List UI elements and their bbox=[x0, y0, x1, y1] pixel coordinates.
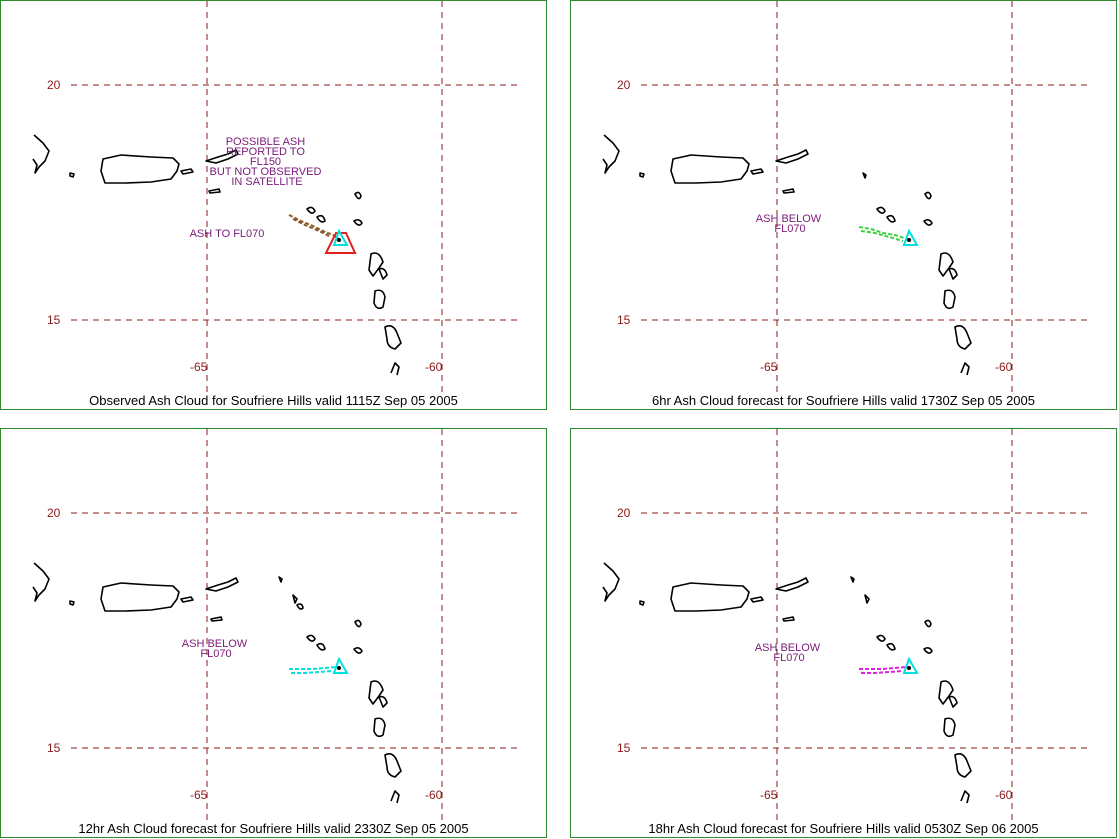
map-panel-18hr: 20 15 -65 -60 ASH B bbox=[570, 428, 1117, 838]
panel-caption: 6hr Ash Cloud forecast for Soufriere Hil… bbox=[652, 393, 1035, 408]
ash-plume bbox=[288, 214, 340, 240]
lat-label-15: 15 bbox=[47, 313, 61, 327]
lon-label-65: -65 bbox=[190, 788, 208, 802]
ash-plume-trace bbox=[859, 666, 908, 674]
lat-label-15: 15 bbox=[617, 313, 631, 327]
lon-label-65: -65 bbox=[190, 360, 208, 374]
coastlines bbox=[602, 562, 972, 804]
lat-label-20: 20 bbox=[47, 78, 61, 92]
lon-label-60: -60 bbox=[425, 788, 443, 802]
annotation-possible-ash: POSSIBLE ASH REPORTED TO FL150 BUT NOT O… bbox=[210, 136, 325, 188]
graticule bbox=[71, 429, 521, 824]
annotation-ash-below: ASH BELOW FL070 bbox=[182, 638, 250, 660]
lon-label-60: -60 bbox=[425, 360, 443, 374]
map-canvas: 20 15 -65 -60 ASH BELOW bbox=[602, 1, 1091, 396]
ash-plume-trace bbox=[858, 226, 908, 242]
map-canvas: 20 15 -65 -60 PO bbox=[32, 1, 521, 396]
graticule bbox=[641, 1, 1091, 396]
panel-caption: 12hr Ash Cloud forecast for Soufriere Hi… bbox=[78, 821, 469, 836]
map-panel-6hr: 20 15 -65 -60 ASH BELOW bbox=[570, 0, 1117, 410]
coastlines bbox=[32, 562, 402, 804]
lon-label-60: -60 bbox=[995, 788, 1013, 802]
graticule bbox=[71, 1, 521, 396]
map-panel-observed: 20 15 -65 -60 PO bbox=[0, 0, 547, 410]
volcano-marker bbox=[332, 656, 349, 674]
lat-label-15: 15 bbox=[47, 741, 61, 755]
volcano-marker bbox=[902, 656, 919, 674]
ash-plume-trace bbox=[288, 214, 340, 240]
lon-label-60: -60 bbox=[995, 360, 1013, 374]
ash-area-polygon bbox=[324, 232, 357, 254]
volcano-marker bbox=[902, 228, 919, 246]
graticule bbox=[641, 429, 1091, 824]
annotation-ash-level: ASH TO FL070 bbox=[190, 228, 265, 240]
lon-label-65: -65 bbox=[760, 788, 778, 802]
coastlines bbox=[32, 134, 402, 376]
lat-label-20: 20 bbox=[47, 506, 61, 520]
map-canvas: 20 15 -65 -60 bbox=[32, 429, 521, 824]
map-panel-12hr: 20 15 -65 -60 bbox=[0, 428, 547, 838]
map-canvas: 20 15 -65 -60 ASH B bbox=[602, 429, 1091, 824]
ash-plume-trace bbox=[289, 666, 338, 674]
panel-caption: Observed Ash Cloud for Soufriere Hills v… bbox=[89, 393, 458, 408]
volcano-marker bbox=[332, 228, 349, 246]
lat-label-20: 20 bbox=[617, 78, 631, 92]
lat-label-20: 20 bbox=[617, 506, 631, 520]
coastlines bbox=[602, 134, 972, 376]
lat-label-15: 15 bbox=[617, 741, 631, 755]
annotation-ash-below: ASH BELOW FL070 bbox=[755, 642, 823, 664]
annotation-ash-below: ASH BELOW FL070 bbox=[756, 213, 824, 235]
panel-caption: 18hr Ash Cloud forecast for Soufriere Hi… bbox=[648, 821, 1039, 836]
lon-label-65: -65 bbox=[760, 360, 778, 374]
